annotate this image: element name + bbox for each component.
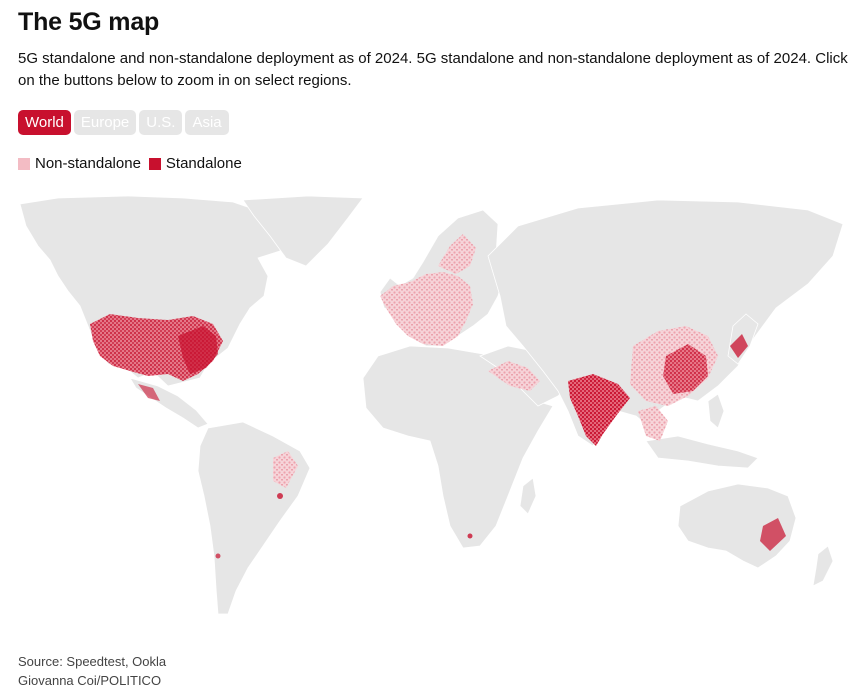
madagascar-landmass bbox=[519, 477, 537, 515]
scandinavia-non-standalone-coverage bbox=[438, 234, 476, 274]
legend-label-standalone: Standalone bbox=[165, 155, 242, 172]
page-subtitle: 5G standalone and non-standalone deploym… bbox=[18, 50, 848, 89]
source-note: Source: Speedtest, Ookla Giovanna Coi/PO… bbox=[18, 652, 166, 690]
japan-standalone-coverage bbox=[730, 334, 748, 358]
legend-label-non-standalone: Non-standalone bbox=[35, 155, 141, 172]
world-button[interactable]: World bbox=[18, 110, 71, 135]
us-button[interactable]: U.S. bbox=[139, 110, 183, 135]
southeast-asia-islands bbox=[645, 435, 759, 469]
greenland-landmass bbox=[242, 196, 364, 267]
southeast-asia-non-standalone-coverage bbox=[638, 406, 668, 441]
mexico-standalone-coverage bbox=[138, 384, 160, 401]
region-button-group: World Europe U.S. Asia bbox=[18, 110, 229, 135]
legend-item-standalone: Standalone bbox=[148, 155, 242, 172]
legend-item-non-standalone: Non-standalone bbox=[18, 155, 141, 172]
south-america-non-standalone-coverage bbox=[273, 451, 298, 488]
brazil-standalone-dot bbox=[277, 493, 283, 499]
chile-standalone-dot bbox=[215, 553, 221, 559]
asia-button[interactable]: Asia bbox=[185, 110, 229, 135]
india-standalone-coverage bbox=[568, 374, 630, 446]
europe-button[interactable]: Europe bbox=[73, 110, 137, 135]
legend: Non-standalone Standalone bbox=[18, 155, 250, 172]
europe-non-standalone-coverage bbox=[380, 272, 473, 346]
south-america-landmass bbox=[197, 421, 311, 615]
south-africa-standalone-dot bbox=[467, 533, 473, 539]
new-zealand-landmass bbox=[812, 545, 834, 587]
source-text: Source: Speedtest, Ookla bbox=[18, 654, 167, 669]
page-title: The 5G map bbox=[18, 8, 160, 36]
standalone-swatch bbox=[148, 157, 161, 170]
china-standalone-coverage bbox=[663, 344, 708, 394]
philippines-landmass bbox=[707, 393, 725, 429]
world-map[interactable] bbox=[18, 196, 843, 632]
us-east-standalone-coverage bbox=[178, 326, 218, 374]
non-standalone-swatch bbox=[18, 157, 30, 170]
africa-landmass bbox=[362, 345, 554, 549]
middle-east-non-standalone-coverage bbox=[488, 361, 540, 391]
australia-standalone-coverage bbox=[760, 518, 786, 551]
credit-text: Giovanna Coi/POLITICO bbox=[18, 673, 162, 688]
